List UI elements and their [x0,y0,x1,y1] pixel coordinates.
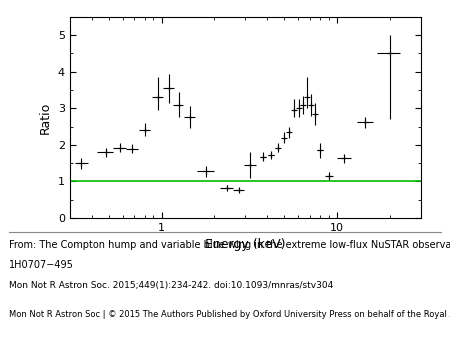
Y-axis label: Ratio: Ratio [39,101,52,134]
Text: From: The Compton hump and variable blue wing in the extreme low-flux NuSTAR obs: From: The Compton hump and variable blue… [9,240,450,250]
Text: Mon Not R Astron Soc | © 2015 The Authors Published by Oxford University Press o: Mon Not R Astron Soc | © 2015 The Author… [9,310,450,319]
Text: Mon Not R Astron Soc. 2015;449(1):234-242. doi:10.1093/mnras/stv304: Mon Not R Astron Soc. 2015;449(1):234-24… [9,281,333,290]
X-axis label: Energy (keV): Energy (keV) [205,238,285,251]
Text: 1H0707−495: 1H0707−495 [9,260,74,270]
